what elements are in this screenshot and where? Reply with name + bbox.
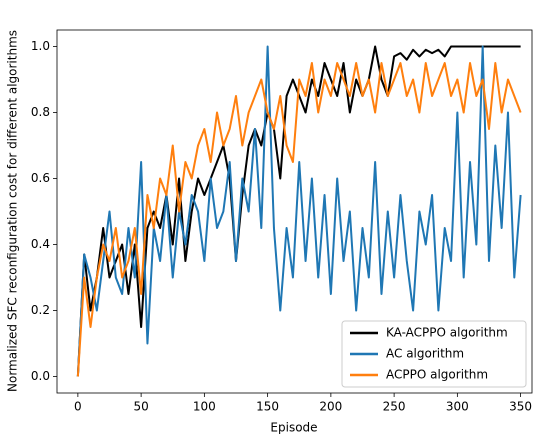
y-tick-label: 0.4 (31, 237, 50, 251)
y-tick-label: 0.2 (31, 303, 50, 317)
y-axis-label: Normalized SFC reconfiguration cost for … (6, 30, 20, 392)
series-line (76, 45, 522, 377)
x-tick-label: 100 (193, 400, 216, 414)
y-tick-label: 0.0 (31, 369, 50, 383)
x-axis-label: Episode (270, 421, 317, 435)
y-tick-label: 0.6 (31, 171, 50, 185)
y-tick-label: 0.8 (31, 105, 50, 119)
legend-box (341, 320, 527, 388)
legend: KA-ACPPO algorithm AC algorithm ACPPO algo… (341, 320, 527, 388)
legend-label: ACPPO algorithm (386, 368, 488, 382)
x-tick-label: 300 (446, 400, 469, 414)
x-tick-label: 150 (256, 400, 279, 414)
x-tick-label: 50 (133, 400, 148, 414)
plot-frame (56, 29, 533, 394)
legend-label: KA-ACPPO algorithm (386, 326, 508, 340)
legend-label: AC algorithm (386, 347, 464, 361)
x-tick-label: 250 (383, 400, 406, 414)
x-tick-label: 0 (74, 400, 82, 414)
x-tick-label: 350 (509, 400, 532, 414)
x-tick-label: 200 (319, 400, 342, 414)
y-tick-label: 1.0 (31, 39, 50, 53)
series-line (76, 62, 522, 377)
